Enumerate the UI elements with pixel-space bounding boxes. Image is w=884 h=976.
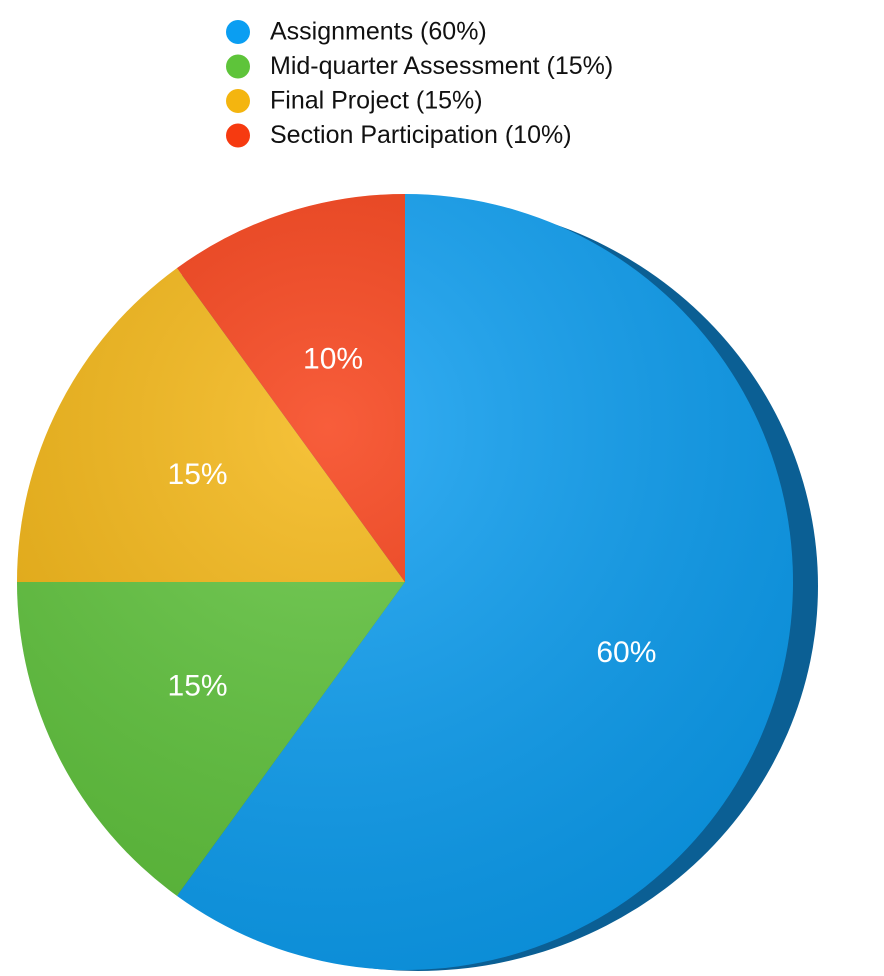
legend-marker (226, 20, 250, 44)
data-label: 15% (168, 670, 228, 703)
legend-marker (226, 54, 250, 79)
legend-label: Section Participation (10%) (270, 121, 572, 149)
legend-label: Assignments (60%) (270, 18, 487, 46)
legend-label: Final Project (15%) (270, 87, 483, 115)
data-label: 10% (303, 343, 363, 376)
data-label: 60% (596, 636, 656, 669)
legend-marker (226, 89, 250, 113)
legend-marker (226, 123, 250, 148)
data-label: 15% (168, 458, 228, 491)
legend-label: Mid-quarter Assessment (15%) (270, 52, 613, 80)
